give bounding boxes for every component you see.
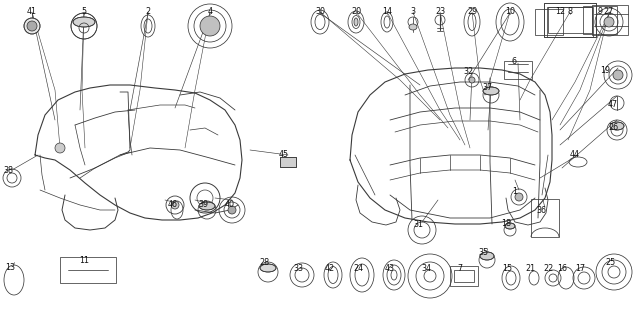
Bar	[592, 5, 628, 35]
Bar	[535, 9, 563, 35]
Text: 2: 2	[145, 7, 150, 16]
Circle shape	[228, 206, 236, 214]
Circle shape	[604, 17, 614, 27]
Text: 33: 33	[293, 264, 303, 273]
Ellipse shape	[610, 122, 624, 130]
Circle shape	[200, 16, 220, 36]
Text: 8: 8	[568, 7, 573, 16]
Text: 39: 39	[198, 200, 208, 209]
Text: 44: 44	[570, 150, 580, 159]
Text: 45: 45	[279, 150, 289, 159]
Ellipse shape	[354, 18, 358, 26]
Text: 21: 21	[525, 264, 535, 273]
Text: 17: 17	[575, 264, 585, 273]
Text: 7: 7	[458, 264, 463, 273]
Circle shape	[24, 18, 40, 34]
Text: 22: 22	[544, 264, 554, 273]
Ellipse shape	[483, 87, 499, 95]
Ellipse shape	[199, 202, 215, 210]
Text: 11: 11	[79, 256, 89, 265]
Text: 13: 13	[5, 263, 15, 272]
Bar	[504, 61, 532, 79]
Text: 4: 4	[207, 7, 212, 16]
Bar	[548, 7, 592, 33]
Text: 18: 18	[501, 219, 511, 228]
Text: 9: 9	[597, 7, 603, 16]
Text: 27: 27	[604, 7, 614, 16]
Text: 16: 16	[557, 264, 567, 273]
Text: 41: 41	[27, 7, 37, 16]
Text: 26: 26	[608, 123, 618, 132]
Text: 20: 20	[351, 7, 361, 16]
Ellipse shape	[505, 223, 515, 229]
Text: 37: 37	[482, 83, 492, 92]
Bar	[280, 157, 296, 167]
Bar	[547, 7, 593, 37]
Ellipse shape	[73, 17, 95, 27]
Text: 12: 12	[555, 7, 565, 16]
Text: 31: 31	[413, 220, 423, 229]
Text: 25: 25	[605, 258, 615, 267]
Text: 29: 29	[467, 7, 477, 16]
Text: 15: 15	[502, 264, 512, 273]
Bar	[454, 270, 474, 282]
Text: 42: 42	[325, 264, 335, 273]
Ellipse shape	[409, 24, 417, 30]
Text: 1: 1	[513, 187, 518, 196]
Text: 5: 5	[81, 7, 86, 16]
Text: 43: 43	[385, 264, 395, 273]
Bar	[280, 157, 296, 167]
Text: 3: 3	[410, 7, 415, 16]
Bar	[544, 3, 596, 37]
Bar	[450, 266, 478, 286]
Text: 32: 32	[463, 67, 473, 76]
Text: 34: 34	[421, 264, 431, 273]
Text: 47: 47	[608, 100, 618, 109]
Text: 6: 6	[511, 57, 516, 66]
Bar	[583, 6, 617, 34]
Bar	[60, 257, 116, 283]
Circle shape	[515, 193, 523, 201]
Text: 28: 28	[259, 258, 269, 267]
Text: 19: 19	[600, 66, 610, 75]
Circle shape	[27, 21, 37, 31]
Text: 24: 24	[353, 264, 363, 273]
Bar	[531, 199, 559, 237]
Text: 38: 38	[3, 166, 13, 175]
Text: 14: 14	[382, 7, 392, 16]
Circle shape	[469, 77, 475, 83]
Circle shape	[171, 201, 179, 209]
Text: 36: 36	[536, 206, 546, 215]
Ellipse shape	[480, 252, 494, 260]
Ellipse shape	[260, 264, 276, 272]
Text: 23: 23	[435, 7, 445, 16]
Bar	[544, 3, 596, 37]
Circle shape	[613, 70, 623, 80]
Text: 35: 35	[478, 248, 488, 257]
Circle shape	[55, 143, 65, 153]
Text: 46: 46	[168, 200, 178, 209]
Text: 30: 30	[315, 7, 325, 16]
Text: 10: 10	[505, 7, 515, 16]
Text: 40: 40	[225, 200, 235, 209]
